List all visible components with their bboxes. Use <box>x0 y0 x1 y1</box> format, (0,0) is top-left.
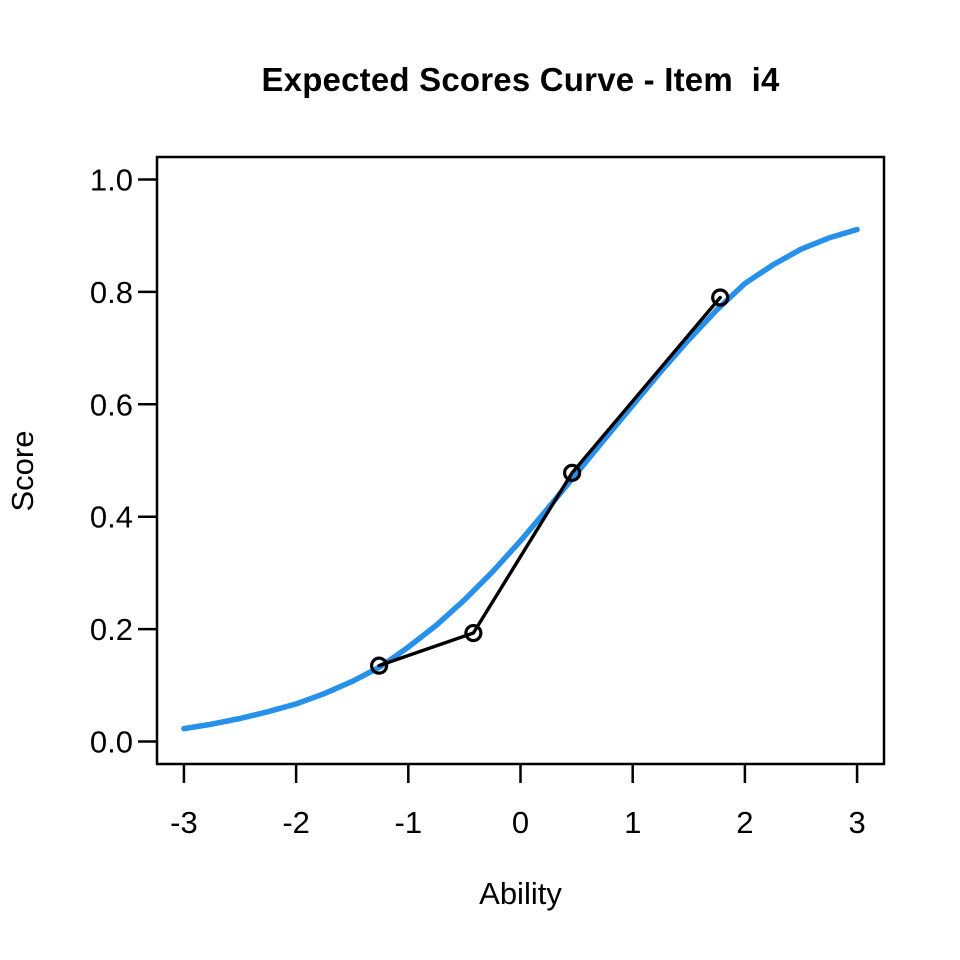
y-tick-label: 0.2 <box>90 612 133 647</box>
y-tick-label: 0.0 <box>90 725 133 760</box>
plot-box <box>155 155 886 766</box>
data-point-marker <box>370 656 389 675</box>
y-tick-label: 0.6 <box>90 387 133 422</box>
expected-score-curve-line <box>181 226 860 732</box>
y-tick-label: 0.4 <box>90 500 133 535</box>
data-point-marker <box>563 463 582 482</box>
x-tick-label: 3 <box>848 805 865 840</box>
chart-title: Expected Scores Curve - Item i4 <box>261 61 780 98</box>
x-axis-label: Ability <box>479 876 562 911</box>
y-axis-label: Score <box>5 430 40 512</box>
x-tick-label: -1 <box>395 805 423 840</box>
observed-scores-line <box>377 295 722 668</box>
x-tick-label: 1 <box>624 805 641 840</box>
x-tick-label: -2 <box>282 805 310 840</box>
x-tick-label: 0 <box>512 805 529 840</box>
y-tick-label: 0.8 <box>90 275 133 310</box>
x-tick-label: -3 <box>170 805 198 840</box>
data-point-marker <box>464 623 483 643</box>
data-point-marker <box>711 288 730 307</box>
y-tick-label: 1.0 <box>90 162 133 197</box>
x-tick-label: 2 <box>736 805 753 840</box>
